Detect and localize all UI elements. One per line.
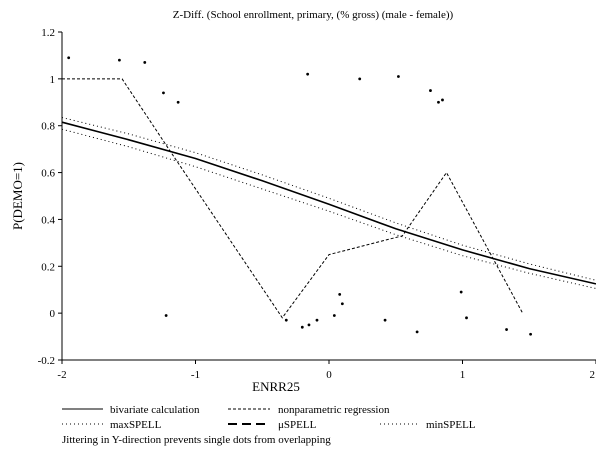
legend-label-minspell: minSPELL <box>426 419 476 431</box>
y-tick-label: 0.2 <box>41 261 55 273</box>
scatter-point <box>441 98 444 102</box>
y-tick-label: 0.8 <box>41 121 55 133</box>
y-ticks: -0.2 0 0.2 0.4 0.6 0.8 1 1.2 <box>38 27 62 367</box>
x-tick-label: 2 <box>590 369 596 381</box>
x-tick-label: 1 <box>460 369 466 381</box>
series-line-1 <box>62 78 524 319</box>
legend-label-muspell: μSPELL <box>278 419 317 431</box>
legend-note: Jittering in Y-direction prevents single… <box>62 434 331 446</box>
y-tick-label: 0.6 <box>41 168 55 180</box>
scatter-point <box>332 314 336 317</box>
scatter-point <box>465 316 468 320</box>
chart-title: Z-Diff. (School enrollment, primary, (% … <box>173 9 454 21</box>
scatter-point <box>315 318 319 322</box>
scatter-point <box>176 100 180 104</box>
scatter-point <box>383 318 387 322</box>
scatter-point <box>306 72 310 76</box>
scatter-point <box>307 323 311 327</box>
y-tick-label: -0.2 <box>38 355 55 367</box>
y-tick-label: 1 <box>50 74 56 86</box>
scatter-point <box>340 302 344 306</box>
scatter-point <box>429 89 432 92</box>
scatter-point <box>397 75 400 78</box>
scatter-point <box>143 61 147 64</box>
x-axis-title: ENRR25 <box>252 379 300 394</box>
legend-label-maxspell: maxSPELL <box>110 419 162 431</box>
legend-label-nonparametric: nonparametric regression <box>278 404 390 416</box>
series-lines <box>61 78 596 319</box>
scatter-point <box>338 293 342 296</box>
legend: bivariate calculation nonparametric regr… <box>62 404 476 446</box>
y-tick-label: 0.4 <box>41 214 55 226</box>
scatter-point <box>415 330 419 334</box>
scatter-point <box>300 325 304 329</box>
scatter-point <box>437 100 440 104</box>
scatter-point <box>162 91 165 95</box>
scatter-point <box>459 290 463 294</box>
scatter-points <box>67 56 532 336</box>
scatter-point <box>164 314 168 317</box>
x-ticks: -2 -1 0 1 2 <box>57 360 596 381</box>
legend-label-bivariate: bivariate calculation <box>110 404 200 416</box>
plot-area: -0.2 0 0.2 0.4 0.6 0.8 1 1.2 -2 -1 0 1 2 <box>38 27 596 381</box>
scatter-point <box>118 58 121 62</box>
scatter-point <box>284 318 288 322</box>
y-tick-label: 1.2 <box>41 27 55 39</box>
scatter-point <box>67 56 71 60</box>
scatter-point <box>529 332 532 336</box>
x-tick-label: -2 <box>57 369 66 381</box>
x-tick-label: -1 <box>191 369 200 381</box>
y-tick-label: 0 <box>50 308 56 320</box>
series-line-0 <box>61 121 596 285</box>
series-line-4 <box>61 128 596 289</box>
x-tick-label: 0 <box>326 369 332 381</box>
scatter-point <box>505 328 508 331</box>
series-line-2 <box>61 117 596 281</box>
y-axis-title: P(DEMO=1) <box>10 162 25 230</box>
scatter-point <box>358 77 362 81</box>
